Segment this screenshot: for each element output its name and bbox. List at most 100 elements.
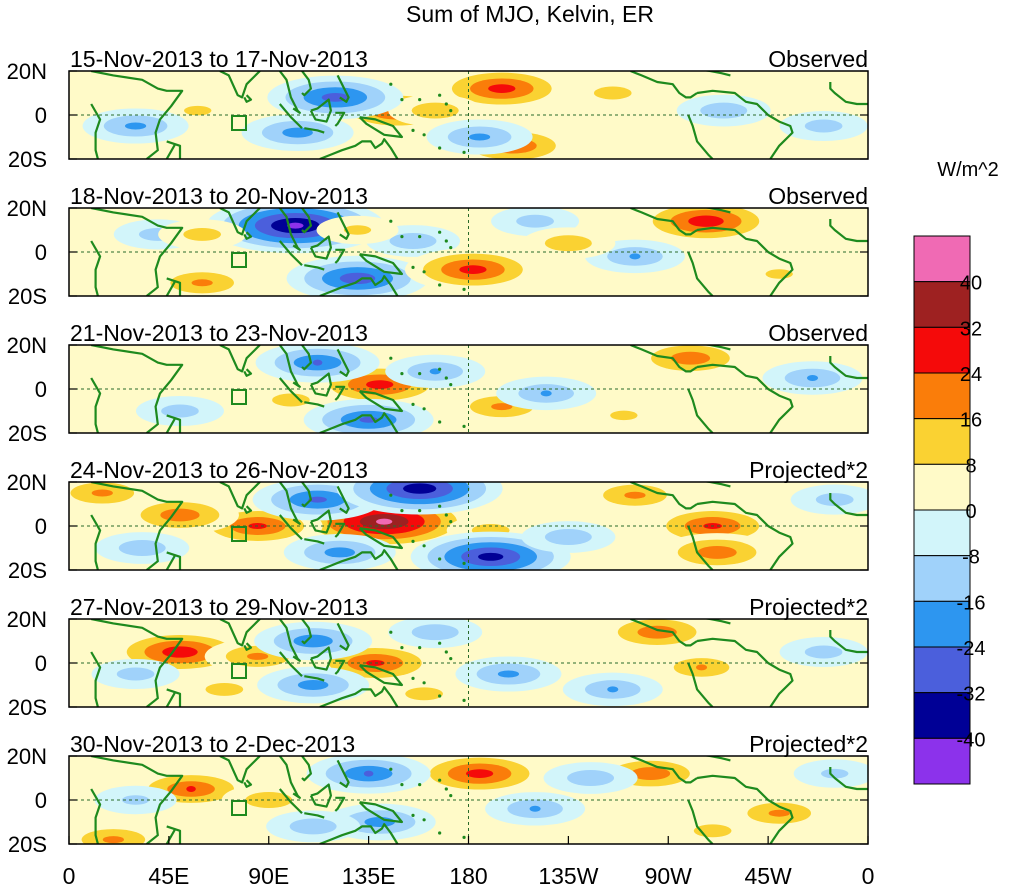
coastlines (90, 756, 868, 844)
colorbar-label: -32 (957, 684, 986, 706)
coastline (334, 248, 346, 264)
coastline (319, 686, 399, 707)
coastline (702, 71, 731, 77)
contour-level (610, 410, 638, 421)
map-panel: 20N 0 20S 18-Nov-2013 to 20-Nov-2013 Observe… (7, 183, 869, 309)
contour-level (624, 491, 646, 499)
coastline (301, 208, 312, 234)
contour-level (821, 768, 849, 779)
colorbar-swatch (913, 600, 971, 648)
island (400, 372, 404, 376)
coastline (696, 774, 794, 844)
coastline (630, 71, 698, 99)
contour-level (629, 253, 641, 260)
coastline (90, 482, 184, 570)
contour-level (804, 645, 843, 659)
contour-level (607, 686, 619, 693)
contour-level (544, 529, 592, 545)
coastline (829, 630, 868, 654)
x-tick-label: 45E (148, 863, 189, 889)
contour-level (405, 687, 443, 701)
coastline (165, 554, 177, 570)
island (449, 657, 453, 661)
coastline (219, 619, 261, 647)
contour-level (184, 105, 212, 116)
panel-date-label: 15-Nov-2013 to 17-Nov-2013 (70, 46, 368, 72)
contour-level (287, 222, 304, 229)
negative-anomaly (521, 521, 616, 553)
panel-date-label: 24-Nov-2013 to 26-Nov-2013 (70, 457, 368, 483)
positive-anomaly (120, 495, 239, 535)
island (449, 383, 453, 387)
x-tick-label: 180 (449, 863, 487, 889)
coastlines (90, 619, 868, 707)
coastline (336, 74, 350, 103)
coastline (243, 368, 253, 377)
negative-anomaly (306, 756, 431, 794)
coastline (309, 372, 332, 397)
positive-anomaly (658, 533, 777, 570)
coastline (696, 226, 794, 296)
contour-level (637, 625, 677, 639)
coastline (696, 363, 794, 433)
coastline (278, 514, 303, 540)
y-tick-label: 20S (8, 558, 47, 583)
island (411, 265, 415, 269)
positive-anomaly (726, 795, 833, 831)
coastline (687, 388, 714, 433)
contour-level (162, 646, 198, 658)
contour-level (544, 235, 592, 252)
anomaly-field (69, 482, 868, 570)
coastline (696, 637, 794, 707)
coastline (702, 756, 731, 762)
negative-anomaly (286, 255, 429, 296)
panel-source-label: Observed (768, 183, 868, 209)
colorbar-label: -40 (957, 729, 986, 751)
coastline (278, 345, 301, 388)
coastline (319, 275, 399, 296)
y-tick-label: 0 (35, 240, 47, 265)
coastline (304, 264, 325, 271)
x-tick-label: 135E (342, 863, 396, 889)
coastline (90, 756, 184, 844)
coastline (687, 251, 714, 296)
y-tick-label: 20N (7, 333, 47, 358)
negative-anomaly (793, 759, 868, 788)
contour-level (191, 279, 213, 287)
coastline (687, 114, 714, 159)
colorbar-label: -24 (957, 638, 986, 660)
coastline (166, 688, 182, 707)
coastline (687, 799, 714, 844)
island (438, 557, 442, 561)
anomaly-field (113, 208, 821, 296)
contour-level (297, 679, 329, 691)
positive-anomaly (668, 815, 757, 844)
panel-source-label: Projected*2 (749, 594, 868, 620)
coastline (309, 646, 332, 671)
contour-level (593, 86, 632, 100)
y-tick-label: 20N (7, 196, 47, 221)
contour-level (465, 769, 494, 778)
coastline (319, 549, 399, 570)
contour-level (186, 786, 196, 792)
island (444, 787, 448, 791)
x-tick-label: 0 (862, 863, 875, 889)
colorbar-swatch (913, 737, 971, 785)
island (449, 246, 453, 250)
contour-level (468, 133, 491, 141)
coastline (243, 505, 253, 514)
contour-level (376, 518, 393, 525)
negative-anomaly (267, 75, 404, 120)
positive-anomaly (521, 227, 616, 260)
contour-level (695, 664, 708, 671)
contour-level (529, 805, 541, 812)
coastline (166, 825, 182, 844)
coastline (243, 779, 253, 788)
coastline (358, 527, 403, 550)
island (462, 561, 466, 566)
anomaly-field (135, 345, 863, 433)
negative-anomaly (779, 110, 868, 142)
coastline (319, 412, 399, 433)
positive-anomaly (635, 208, 777, 244)
coastline (90, 240, 102, 296)
